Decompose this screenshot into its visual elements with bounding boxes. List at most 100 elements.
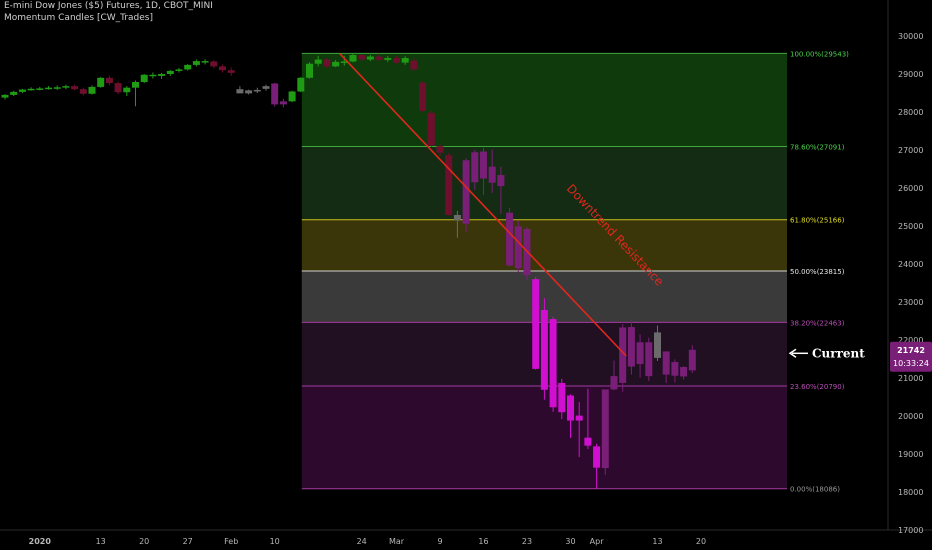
candle [288,90,296,103]
candle-body [471,152,479,183]
current-price-label: 21742 [897,346,925,355]
candle [227,67,235,76]
candle [279,98,287,108]
price-badge [890,341,932,372]
candle-body [610,376,618,390]
candle-body [393,58,400,63]
candle [306,62,313,79]
candle [45,86,52,90]
candle [88,85,96,95]
y-tick-label: 22000 [898,336,923,345]
candle [445,153,453,216]
candle [427,110,435,147]
candle [540,298,548,400]
candle-body [488,166,496,183]
candle [645,337,653,382]
x-tick-label: 13 [652,537,662,546]
candle [680,366,688,380]
candle [314,55,322,67]
candle [219,64,226,73]
candle-body [306,63,313,78]
y-tick-label: 28000 [898,108,923,117]
candle-body [619,327,627,383]
candle-body [514,226,522,269]
candle-body [567,395,574,421]
candle-body [453,214,461,221]
x-tick-label: 23 [522,537,532,546]
candle [79,87,87,96]
candle [532,276,540,370]
candle-body [575,415,583,421]
candle-body [601,389,609,469]
arrow-head-icon [788,348,797,358]
x-tick-label: Mar [389,537,405,546]
candle [688,345,696,374]
candle [71,84,79,91]
fib-level-label: 78.60%(27091) [790,144,845,152]
candle-body [262,86,270,89]
candle [375,53,383,62]
candle-body [358,55,366,60]
y-tick-label: 20000 [898,412,923,421]
candle-body [419,82,427,111]
candle-body [219,66,226,71]
candle-body [97,77,105,87]
candle [262,84,270,91]
fib-level-label: 61.80%(25166) [790,217,845,225]
candle-body [532,279,540,369]
x-tick-label: 13 [96,537,106,546]
candle-body [401,58,409,63]
candle-body [140,74,148,82]
candle-body [366,56,374,60]
candle [97,77,105,88]
candle-body [671,362,679,376]
candle [323,58,331,69]
candle-body [558,382,566,413]
candle-body [297,77,305,92]
candle [36,86,44,91]
candle-body [288,91,296,102]
candle-body [210,61,218,67]
candle [514,220,522,273]
candle [10,90,18,97]
candle [366,55,374,62]
candle [140,74,148,84]
candle [105,75,113,86]
candle [201,59,209,65]
chart-title: E-mini Dow Jones ($5) Futures, 1D, CBOT_… [4,1,213,11]
candle [506,207,514,267]
candle [149,72,157,79]
candle-body [680,366,688,377]
candle [192,59,200,67]
candle [175,67,183,73]
candle [436,144,444,157]
fib-level-label: 100.00%(29543) [790,50,849,58]
candle [575,401,583,458]
candle [401,56,409,65]
candle-body [1,94,9,98]
candle [123,86,131,97]
fibonacci-retracement: 100.00%(29543) 78.60%(27091) 61.80%(25166)… [301,50,849,494]
y-tick-label: 30000 [898,32,923,41]
candle-body [253,89,261,92]
candle [393,56,400,64]
candle-body [279,101,287,105]
candle [358,54,366,61]
candle-body [540,309,548,390]
candle-body [79,89,87,94]
x-tick-label: 16 [478,537,488,546]
candle-body [462,160,470,224]
candle-body [593,446,601,468]
candle-body [410,60,418,70]
candle-body [375,56,383,60]
candle-body [45,87,52,90]
candle-body [445,155,453,215]
candle-body [27,88,35,91]
candle-body [662,351,670,375]
candle [184,64,192,71]
fib-level-label: 50.00%(23815) [790,268,845,276]
candle-body [53,87,61,89]
candle-body [645,342,653,377]
